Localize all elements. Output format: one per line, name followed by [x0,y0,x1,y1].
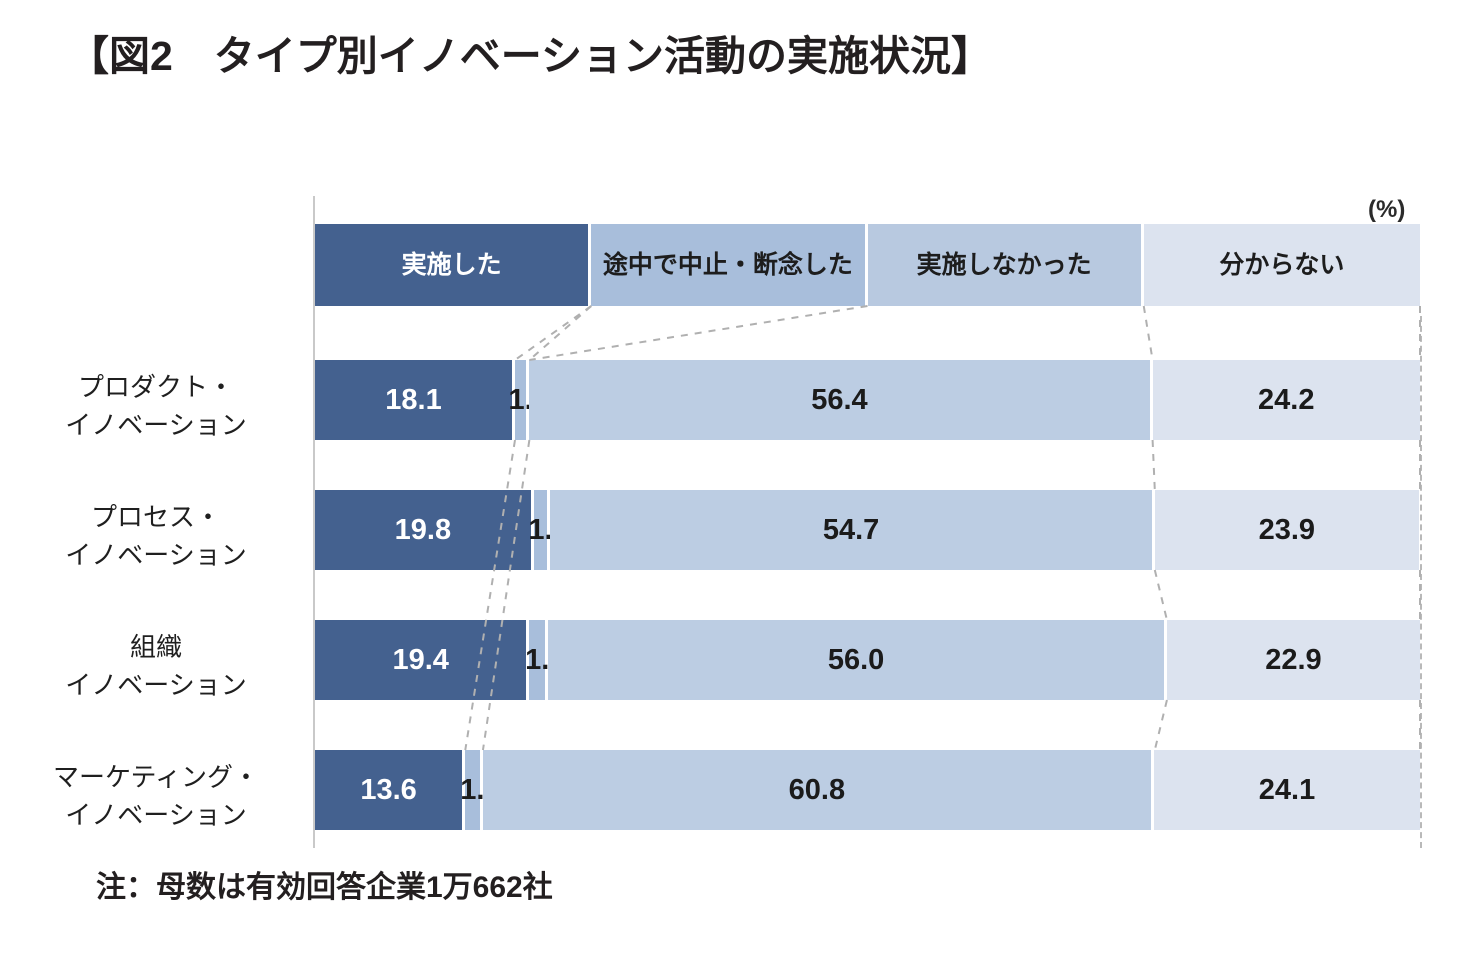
legend-item-label: 分からない [1219,250,1345,279]
bar-value-label: 22.9 [1265,643,1322,676]
bar-value-label: 24.2 [1258,383,1315,416]
bar-segment[interactable]: 60.8 [482,750,1154,830]
bar-row: 18.1 1.3 56.4 24.2 [315,360,1420,440]
bar-segment[interactable]: 22.9 [1166,620,1420,700]
legend-item-1[interactable]: 実施した [315,224,592,306]
category-label-line: 組織 [129,632,182,662]
bar-value-label: 13.6 [360,773,417,806]
bar-value-label: 18.1 [385,383,442,416]
category-label-line: イノベーション [65,540,247,571]
category-label-4: マーケティング・ イノベーション [16,758,296,835]
legend-item-label: 途中で中止・ [602,250,753,279]
category-label-line: イノベーション [65,670,247,701]
plot-area: 18.1 1.3 56.4 24.2 19.8 1.5 54.7 23.9 19.4 1.7 56.… [313,196,1423,848]
bar-segment[interactable]: 1.7 [525,620,565,700]
bar-value-label: 60.8 [788,773,846,806]
bar-segment[interactable]: 13.6 [315,750,466,830]
bar-segment[interactable]: 24.1 [1153,750,1420,830]
chart-note: 注：母数は有効回答企業1万662社 [96,871,553,904]
bar-segment[interactable]: 18.1 [315,360,515,440]
bar-value-label: 19.4 [392,643,449,676]
bar-value-label: 24.1 [1258,773,1316,806]
category-label-line: イノベーション [65,800,247,831]
bar-value-label: 56.4 [811,383,868,416]
plot-right-edge [1420,316,1422,848]
category-label-line: イノベーション [65,410,247,441]
bar-segment[interactable]: 24.2 [1152,360,1420,440]
page-title: 【図2 タイプ別イノベーション活動の実施状況】 [68,33,992,79]
bar-value-label: 23.9 [1258,513,1316,546]
bar-segment[interactable]: 1.6 [460,750,501,830]
bar-segment[interactable]: 56.4 [529,360,1153,440]
bar-value-label: 19.8 [394,513,452,546]
category-label-line: マーケティング・ [53,762,259,792]
category-label-1: プロダクト・ イノベーション [16,368,296,445]
legend-item-3[interactable]: 実施しなかった [867,224,1144,306]
legend-item-label: 実施した [401,250,502,279]
bar-segment[interactable]: 54.7 [550,490,1155,570]
bar-row: 19.8 1.5 54.7 23.9 [315,490,1420,570]
bar-value-label: 54.7 [822,513,880,546]
bar-segment[interactable]: 19.8 [315,490,534,570]
bar-segment[interactable]: 56.0 [548,620,1167,700]
legend-item-4[interactable]: 分からない [1143,224,1420,306]
legend-item-2[interactable]: 途中で中止・ 断念した [591,224,868,306]
chart-legend: 実施した 途中で中止・ 断念した 実施しなかった 分からない [315,224,1420,306]
category-axis-line [313,196,315,848]
legend-item-label: 実施しなかった [916,250,1092,279]
bar-segment[interactable]: 19.4 [315,620,530,700]
bar-value-label: 56.0 [827,643,885,676]
bar-segment[interactable]: 23.9 [1154,490,1419,570]
category-label-line: プロセス・ [90,502,221,532]
legend-item-label: 断念した [752,250,853,279]
bar-row: 13.6 1.6 60.8 24.1 [315,750,1420,830]
bar-segment[interactable]: 1.5 [528,490,569,570]
bar-segment[interactable]: 1.3 [509,360,549,440]
unit-label: (%) [1368,196,1406,223]
bar-row: 19.4 1.7 56.0 22.9 [315,620,1420,700]
category-label-2: プロセス・イノベーション [16,498,296,575]
category-label-3: 組織 イノベーション [16,628,296,705]
category-label-line: プロダクト・ [77,372,234,402]
